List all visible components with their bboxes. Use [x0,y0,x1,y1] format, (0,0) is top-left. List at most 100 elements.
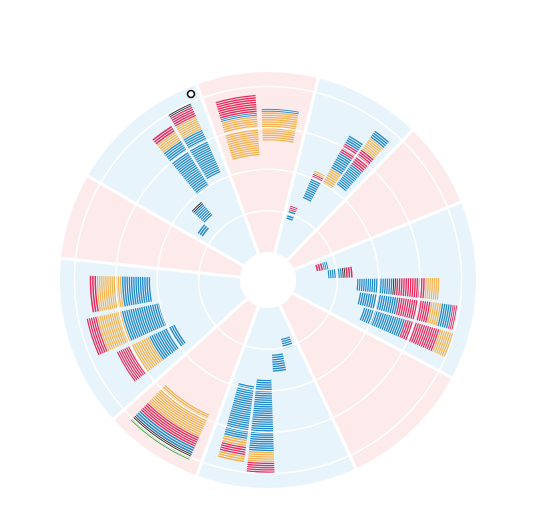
bar-B-3-seg-0-1 [338,181,348,190]
bar-F-1-seg-0-3 [272,359,285,363]
bar-J-2-seg-0-11 [181,164,197,177]
bar-D-4-seg-2-0 [432,329,442,352]
bar-D-4-seg-0-0 [359,307,366,321]
bar-D-3-seg-0-13 [385,296,390,312]
bar-D-4-seg-1-0 [399,319,407,338]
bar-D-3-seg-1-13 [422,301,429,323]
bar-F-2-seg-0-14 [253,409,273,412]
bar-F-3-seg-0-11 [231,405,251,412]
bar-H-0-seg-0-4 [165,328,179,350]
bar-F-2-seg-0-15 [253,411,273,415]
sector-divider-G [194,305,260,478]
bar-H-2-seg-0-5 [137,276,142,304]
bar-F-2-seg-0-6 [255,392,272,395]
bar-J-2-seg-2-1 [153,127,174,143]
bar-B-2-seg-0-5 [327,172,339,180]
bar-H-0-seg-1-1 [145,337,162,363]
bar-A-1-seg-0-1 [262,136,294,141]
bar-B-1-seg-0-7 [308,182,319,189]
grid-ring-4 [73,85,463,475]
bar-J-1-seg-0-6 [194,204,205,215]
bar-H-1-seg-1-10 [99,315,112,350]
bar-D-4-seg-1-6 [410,323,419,343]
bar-J-2-seg-0-4 [191,177,205,188]
bar-D-3-seg-0-2 [361,293,366,306]
bar-B-1-seg-1-2 [312,173,324,180]
bar-D-3-seg-1-1 [397,298,403,316]
bar-F-2-seg-0-1 [256,381,272,384]
bar-D-4-seg-1-10 [418,325,428,347]
bar-B-3-seg-3-1 [371,134,387,147]
bar-D-4-seg-1-14 [426,327,436,350]
bar-B-3-seg-3-2 [373,132,388,145]
bar-F-2-seg-0-21 [251,424,273,428]
bar-D-4-seg-1-13 [424,327,434,349]
bar-A-1-seg-0-11 [261,114,298,119]
bar-F-1-seg-0-4 [272,362,285,366]
bar-F-2-seg-0-20 [251,422,273,425]
bar-F-3-seg-0-22 [225,428,248,435]
bar-F-3-seg-0-17 [228,418,250,424]
bar-A-0-seg-0-7 [227,138,259,146]
bar-H-2-seg-0-7 [133,276,137,305]
bar-A-1-seg-0-5 [262,128,296,132]
bar-F-2-seg-0-13 [253,407,273,410]
bar-D-4-seg-2-4 [439,331,450,356]
bar-H-1-seg-1-6 [107,314,119,347]
bar-H-1-seg-2-3 [88,318,102,355]
bar-F-2-seg-0-27 [250,437,274,441]
bar-F-3-seg-0-8 [233,399,252,405]
bar-H-2-seg-1-11 [96,275,101,312]
bar-H-2-seg-1-8 [103,276,108,310]
bar-F-2-seg-0-4 [255,388,272,391]
bar-J-2-seg-0-5 [189,175,204,187]
bar-F-2-seg-0-9 [254,398,273,401]
bar-H-2-seg-0-10 [126,276,131,306]
bar-F-2-seg-0-26 [250,435,274,439]
bar-D-1-seg-0-5 [337,268,340,278]
bar-D-0-seg-1-0 [322,262,325,271]
sector-bg-J [87,84,259,266]
bar-A-0-seg-2-7 [215,94,256,104]
bar-H-0-seg-2-1 [126,347,144,376]
bar-H-2-seg-0-0 [148,277,152,302]
bar-D-4-seg-0-2 [363,308,370,323]
bar-J-3-seg-0-2 [204,166,219,176]
bar-D-3-seg-1-6 [408,299,414,319]
bar-D-3-seg-0-14 [387,296,392,313]
bar-D-3-seg-2-4 [435,303,442,326]
bar-B-3-seg-0-8 [346,169,358,179]
bar-D-1-seg-0-6 [339,268,342,278]
bar-F-3-seg-3-1 [218,452,245,460]
bar-D-2-seg-0-13 [383,278,386,294]
bar-J-3-seg-0-12 [193,147,211,158]
bar-D-4-seg-2-6 [443,333,454,357]
sector-divider-H [110,297,249,422]
bar-A-1-seg-0-8 [262,121,297,126]
bar-D-2-seg-2-6 [409,278,412,297]
bar-H-2-seg-0-2 [144,277,148,303]
bar-D-3-seg-0-5 [368,293,373,308]
bar-H-1-seg-0-1 [156,303,165,327]
bar-B-3-seg-0-9 [347,167,359,178]
bar-D-2-seg-2-9 [415,278,419,298]
bar-F-3-seg-1-2 [222,439,247,447]
bar-D-0-seg-0-0 [315,264,319,272]
bar-J-2-seg-0-2 [193,181,207,192]
bar-J-3-seg-0-8 [197,155,214,165]
bar-B-3-seg-1-3 [355,157,368,168]
bar-B-3-seg-0-11 [350,164,362,174]
bar-B-3-seg-2-3 [365,143,380,155]
bar-F-2-seg-0-17 [252,416,273,419]
bar-A-0-seg-2-0 [220,110,257,119]
sector-bg-A [196,71,319,254]
grid-ring-1 [197,209,339,351]
bar-J-1-seg-1-0 [193,203,204,213]
grid-ring-2 [156,168,380,392]
bar-J-3-seg-1-4 [178,120,199,132]
bar-D-4-seg-1-8 [414,324,424,345]
bar-B-3-seg-2-5 [368,139,382,152]
bar-layer [86,94,458,473]
bar-D-2-seg-0-3 [362,278,365,292]
bar-D-4-seg-1-2 [403,320,411,340]
